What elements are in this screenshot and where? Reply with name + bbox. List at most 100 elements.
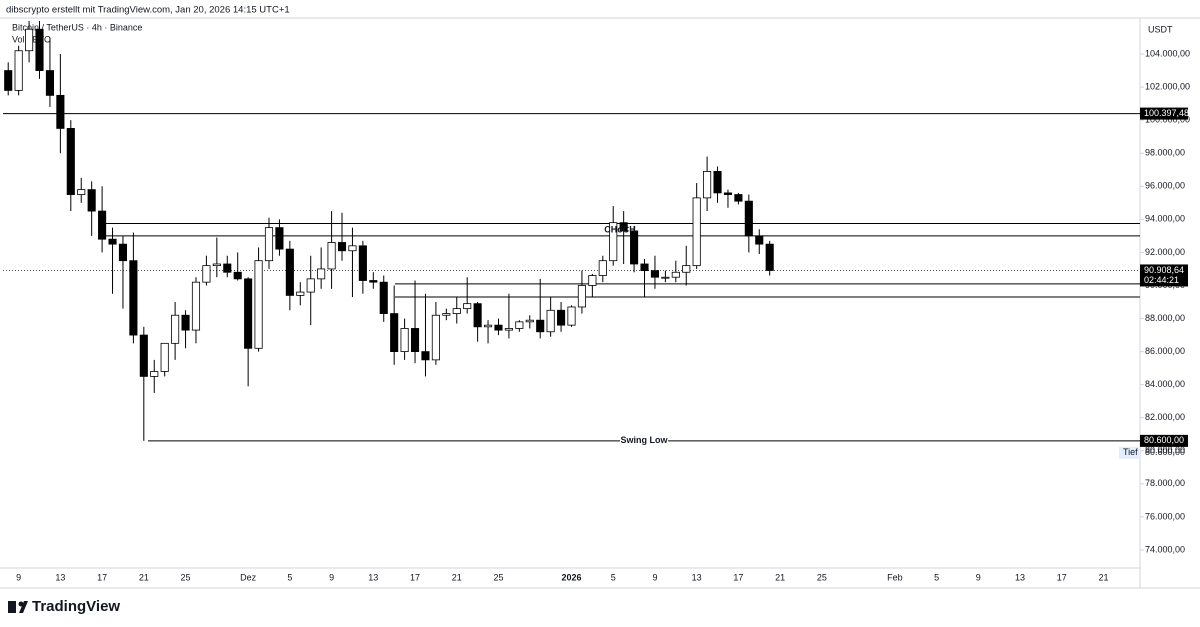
y-tick-label: 102.000,00 bbox=[1145, 81, 1190, 91]
candle-body bbox=[379, 281, 388, 314]
candle-body bbox=[4, 70, 13, 91]
swing-low-text: Swing Low bbox=[621, 435, 669, 445]
candle-body bbox=[713, 171, 722, 194]
candle-body bbox=[723, 192, 733, 195]
candle-body bbox=[463, 303, 472, 310]
x-tick-label: 13 bbox=[1015, 572, 1025, 582]
x-tick-label: 13 bbox=[692, 572, 702, 582]
low-tag-bg bbox=[1119, 446, 1140, 459]
last-price-label-bg bbox=[1140, 264, 1188, 287]
candle-body bbox=[296, 291, 305, 296]
x-tick-label: 25 bbox=[493, 572, 503, 582]
x-tick-label: 9 bbox=[16, 572, 21, 582]
countdown: 02:44:21 bbox=[1144, 275, 1179, 285]
y-tick-label: 92.000,00 bbox=[1145, 247, 1185, 257]
candle-body bbox=[264, 227, 274, 262]
candle-body bbox=[598, 260, 607, 276]
x-tick-label: 21 bbox=[1098, 572, 1108, 582]
candle-body bbox=[171, 314, 180, 344]
y-tick-label: 104.000,00 bbox=[1145, 48, 1190, 58]
candle-body bbox=[45, 70, 54, 96]
candle-body bbox=[557, 309, 566, 326]
x-tick-label: 9 bbox=[329, 572, 334, 582]
candle-body bbox=[118, 243, 128, 262]
candle-body bbox=[358, 245, 367, 281]
x-tick-label: 5 bbox=[611, 572, 616, 582]
y-tick-label: 74.000,00 bbox=[1145, 544, 1185, 554]
candle-body bbox=[755, 235, 764, 245]
candle-body bbox=[275, 227, 284, 250]
candle-body bbox=[25, 28, 34, 52]
x-tick-label: 2026 bbox=[561, 572, 581, 582]
candle-body bbox=[609, 222, 618, 262]
x-tick-label: 17 bbox=[733, 572, 743, 582]
x-tick-label: 25 bbox=[181, 572, 191, 582]
candle-body bbox=[431, 314, 440, 361]
candle-body bbox=[734, 194, 743, 202]
candle-body bbox=[504, 328, 513, 331]
resistance-label: 100.397,48 bbox=[1144, 108, 1189, 118]
x-tick-label: Dez bbox=[240, 572, 257, 582]
candle-body bbox=[525, 319, 534, 323]
brand: TradingView bbox=[32, 598, 120, 615]
candle-body bbox=[765, 243, 774, 271]
x-tick-label: 21 bbox=[775, 572, 785, 582]
x-tick-label: 5 bbox=[287, 572, 292, 582]
symbol-title: Bitcoin / TetherUS · 4h · Binance bbox=[12, 22, 142, 32]
x-tick-label: Feb bbox=[887, 572, 903, 582]
candle-body bbox=[390, 313, 399, 353]
candle-body bbox=[35, 28, 44, 71]
candle-body bbox=[191, 281, 201, 331]
candle-body bbox=[442, 313, 451, 316]
candle-body bbox=[410, 328, 420, 353]
candle-body bbox=[640, 263, 649, 271]
candle-body bbox=[150, 371, 159, 377]
swing-low-label-bg bbox=[1140, 434, 1188, 447]
candle-body bbox=[536, 319, 545, 333]
candle-body bbox=[98, 210, 107, 240]
x-tick-label: 9 bbox=[976, 572, 981, 582]
x-tick-label: 5 bbox=[934, 572, 939, 582]
candle-body bbox=[452, 308, 461, 314]
candle-body bbox=[588, 275, 597, 286]
low-tag: Tief bbox=[1123, 447, 1138, 457]
currency: USDT bbox=[1148, 24, 1173, 34]
candle-body bbox=[400, 328, 409, 353]
y-tick-label: 78.000,00 bbox=[1145, 478, 1185, 488]
candle-body bbox=[577, 285, 586, 308]
y-tick-label: 80.000,00 bbox=[1145, 445, 1185, 455]
x-tick-label: 21 bbox=[139, 572, 149, 582]
candle-body bbox=[317, 268, 326, 280]
candle-body bbox=[682, 265, 691, 273]
candle-body bbox=[139, 334, 148, 377]
candle-body bbox=[369, 280, 378, 283]
y-tick-label: 76.000,00 bbox=[1145, 511, 1185, 521]
candle-body bbox=[233, 271, 242, 280]
candle-body bbox=[744, 200, 753, 237]
candle-body bbox=[661, 276, 670, 279]
choch-label: CHoCH bbox=[604, 224, 636, 234]
candle-body bbox=[129, 260, 138, 336]
x-tick-label: 21 bbox=[452, 572, 462, 582]
y-tick-label: 96.000,00 bbox=[1145, 181, 1185, 191]
candle-body bbox=[14, 50, 23, 91]
candle-body bbox=[337, 242, 347, 252]
x-tick-label: 13 bbox=[55, 572, 65, 582]
candle-body bbox=[66, 128, 75, 195]
x-tick-label: 17 bbox=[97, 572, 107, 582]
candle-body bbox=[703, 171, 712, 199]
candle-body bbox=[650, 270, 660, 278]
logo-mark bbox=[8, 601, 28, 613]
low-value-label: 80.600,00 bbox=[1145, 447, 1185, 457]
candle-body bbox=[254, 260, 263, 349]
y-tick-label: 88.000,00 bbox=[1145, 313, 1185, 323]
candle-body bbox=[160, 342, 169, 372]
candle-body bbox=[494, 324, 503, 331]
x-tick-label: 13 bbox=[368, 572, 378, 582]
swing-low-label: 80.600,00 bbox=[1144, 435, 1184, 445]
candle-body bbox=[671, 271, 680, 278]
y-tick-label: 86.000,00 bbox=[1145, 346, 1185, 356]
candle-body bbox=[692, 197, 701, 267]
